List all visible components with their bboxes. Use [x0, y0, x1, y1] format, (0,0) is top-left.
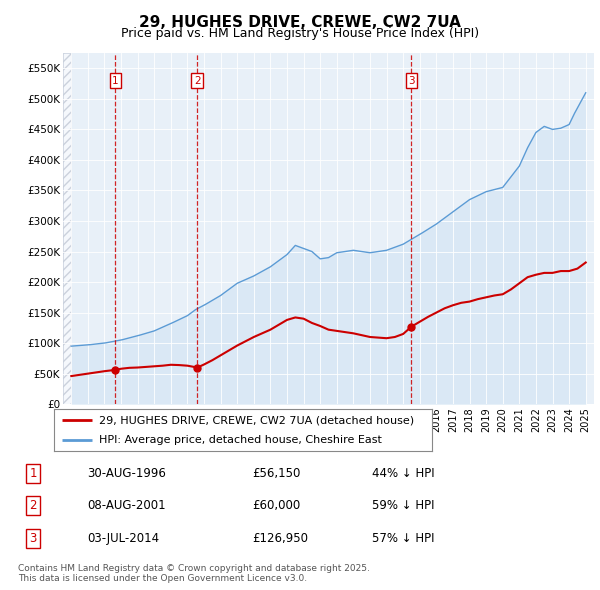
Text: 3: 3 [408, 76, 415, 86]
Text: Contains HM Land Registry data © Crown copyright and database right 2025.
This d: Contains HM Land Registry data © Crown c… [18, 563, 370, 583]
Text: £60,000: £60,000 [252, 499, 300, 513]
Text: 2: 2 [29, 499, 37, 513]
Text: 08-AUG-2001: 08-AUG-2001 [87, 499, 166, 513]
Text: 1: 1 [29, 467, 37, 480]
Bar [63, 53, 71, 404]
Text: HPI: Average price, detached house, Cheshire East: HPI: Average price, detached house, Ches… [100, 435, 382, 445]
Text: 44% ↓ HPI: 44% ↓ HPI [372, 467, 434, 480]
Text: 03-JUL-2014: 03-JUL-2014 [87, 532, 159, 545]
Text: 2: 2 [194, 76, 201, 86]
Text: Price paid vs. HM Land Registry's House Price Index (HPI): Price paid vs. HM Land Registry's House … [121, 27, 479, 40]
Text: 57% ↓ HPI: 57% ↓ HPI [372, 532, 434, 545]
Text: 29, HUGHES DRIVE, CREWE, CW2 7UA: 29, HUGHES DRIVE, CREWE, CW2 7UA [139, 15, 461, 30]
Text: 30-AUG-1996: 30-AUG-1996 [87, 467, 166, 480]
Text: 3: 3 [29, 532, 37, 545]
Text: 29, HUGHES DRIVE, CREWE, CW2 7UA (detached house): 29, HUGHES DRIVE, CREWE, CW2 7UA (detach… [100, 415, 415, 425]
Text: 59% ↓ HPI: 59% ↓ HPI [372, 499, 434, 513]
Text: 1: 1 [112, 76, 119, 86]
Text: £126,950: £126,950 [252, 532, 308, 545]
Text: £56,150: £56,150 [252, 467, 301, 480]
